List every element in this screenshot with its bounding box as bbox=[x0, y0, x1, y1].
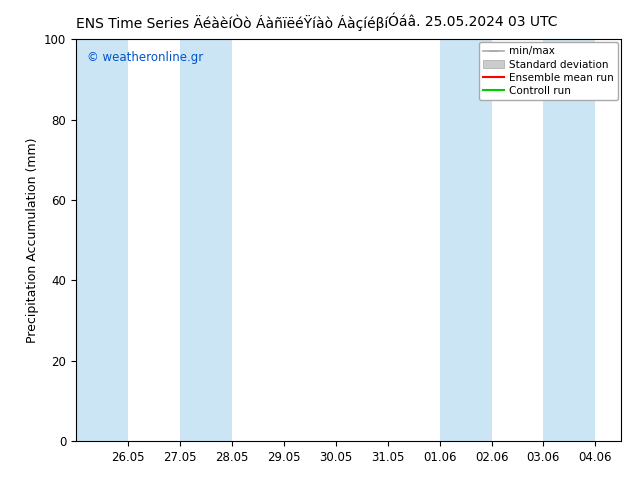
Bar bbox=[543, 39, 595, 441]
Bar bbox=[76, 39, 128, 441]
Text: Óáâ. 25.05.2024 03 UTC: Óáâ. 25.05.2024 03 UTC bbox=[389, 15, 558, 29]
Bar bbox=[180, 39, 232, 441]
Legend: min/max, Standard deviation, Ensemble mean run, Controll run: min/max, Standard deviation, Ensemble me… bbox=[479, 42, 618, 100]
Bar bbox=[621, 39, 634, 441]
Text: © weatheronline.gr: © weatheronline.gr bbox=[87, 51, 204, 64]
Y-axis label: Precipitation Accumulation (mm): Precipitation Accumulation (mm) bbox=[25, 137, 39, 343]
Bar bbox=[439, 39, 491, 441]
Text: ENS Time Series ÄéàèíÒò ÁàñïëéŸíàò Áàçíéβí: ENS Time Series ÄéàèíÒò ÁàñïëéŸíàò Áàçíé… bbox=[76, 15, 389, 31]
